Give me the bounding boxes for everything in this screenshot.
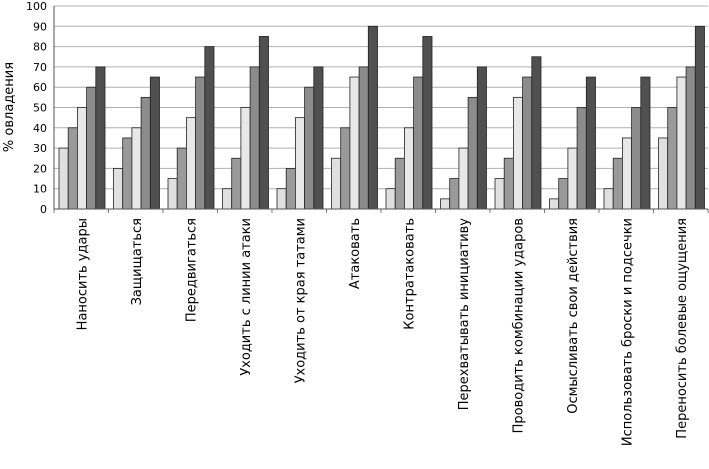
- bar: [685, 66, 696, 210]
- bar: [440, 198, 451, 210]
- bar: [458, 147, 469, 210]
- bar: [122, 137, 133, 210]
- bar: [476, 66, 487, 210]
- category-label: Уходить с линии атаки: [239, 218, 254, 376]
- bar: [449, 178, 460, 210]
- bar: [640, 76, 651, 210]
- bar: [612, 157, 623, 210]
- bar: [249, 66, 260, 210]
- bar: [622, 137, 633, 210]
- y-tick-label: 80: [33, 41, 47, 54]
- bar: [394, 157, 405, 210]
- gridlines: [54, 5, 708, 210]
- bar: [367, 25, 378, 210]
- bar: [422, 36, 433, 210]
- bar: [585, 76, 596, 210]
- bar: [276, 188, 287, 210]
- y-tick-label: 20: [33, 162, 47, 175]
- y-axis-title: % овладения: [2, 62, 17, 152]
- bar: [349, 76, 360, 210]
- bar: [503, 157, 514, 210]
- bar: [285, 167, 296, 210]
- bar: [694, 25, 705, 210]
- bar: [131, 127, 142, 210]
- category-label: Проводить комбинации ударов: [511, 218, 526, 433]
- bar: [358, 66, 369, 210]
- y-tick-label: 70: [33, 61, 47, 74]
- bar: [86, 86, 97, 210]
- bar: [231, 157, 242, 210]
- bar: [294, 117, 305, 210]
- bar: [95, 66, 106, 210]
- y-tick-label: 100: [26, 0, 47, 13]
- bar: [549, 198, 560, 210]
- y-axis-ticks: 0 10 20 30 40 50 60 70 80 90 100: [26, 0, 47, 216]
- bar: [567, 147, 578, 210]
- category-label: Защищаться: [130, 218, 145, 305]
- bar: [522, 76, 533, 210]
- category-label: Осмысливать свои действия: [566, 218, 581, 414]
- bar: [494, 178, 505, 210]
- bar: [658, 137, 669, 210]
- bar: [258, 36, 269, 210]
- bar: [185, 117, 196, 210]
- bar: [204, 46, 215, 210]
- bar: [149, 76, 160, 210]
- y-tick-label: 60: [33, 81, 47, 94]
- category-label: Передвигаться: [184, 218, 199, 322]
- category-labels: Наносить удары Защищаться Передвигаться Ухо…: [75, 218, 690, 446]
- bar: [58, 147, 69, 210]
- bar: [413, 76, 424, 210]
- bar: [558, 178, 569, 210]
- bar: [140, 96, 151, 210]
- bar: [67, 127, 78, 210]
- bar: [531, 56, 542, 210]
- category-label: Уходить от края татами: [293, 218, 308, 383]
- bar: [331, 157, 342, 210]
- y-tick-label: 0: [40, 203, 47, 216]
- bar: [313, 66, 324, 210]
- bar: [222, 188, 233, 210]
- bar: [176, 147, 187, 210]
- y-tick-label: 40: [33, 122, 47, 135]
- bars: [58, 25, 705, 210]
- axes: [53, 6, 708, 210]
- bar: [195, 76, 206, 210]
- y-tick-label: 90: [33, 20, 47, 33]
- category-label: Перехватывать инициативу: [457, 218, 472, 411]
- bar: [385, 188, 396, 210]
- bar: [576, 107, 587, 210]
- bar: [304, 86, 315, 210]
- category-label: Использовать броски и подсечки: [620, 218, 635, 446]
- bar: [340, 127, 351, 210]
- y-tick-label: 10: [33, 183, 47, 196]
- y-tick-label: 50: [33, 102, 47, 115]
- bar: [467, 96, 478, 210]
- category-label: Наносить удары: [75, 218, 90, 330]
- category-label: Атаковать: [348, 218, 363, 289]
- bar: [676, 76, 687, 210]
- bar: [240, 107, 251, 210]
- bar: [77, 107, 88, 210]
- bar: [667, 107, 678, 210]
- bar: [603, 188, 614, 210]
- category-label: Контратаковать: [402, 218, 417, 330]
- y-tick-label: 30: [33, 142, 47, 155]
- bar: [631, 107, 642, 210]
- bar: [167, 178, 178, 210]
- bar: [113, 167, 124, 210]
- category-label: Переносить болевые ощущения: [675, 218, 690, 439]
- bar: [513, 96, 524, 210]
- category-dividers: [53, 209, 709, 213]
- bar: [403, 127, 414, 210]
